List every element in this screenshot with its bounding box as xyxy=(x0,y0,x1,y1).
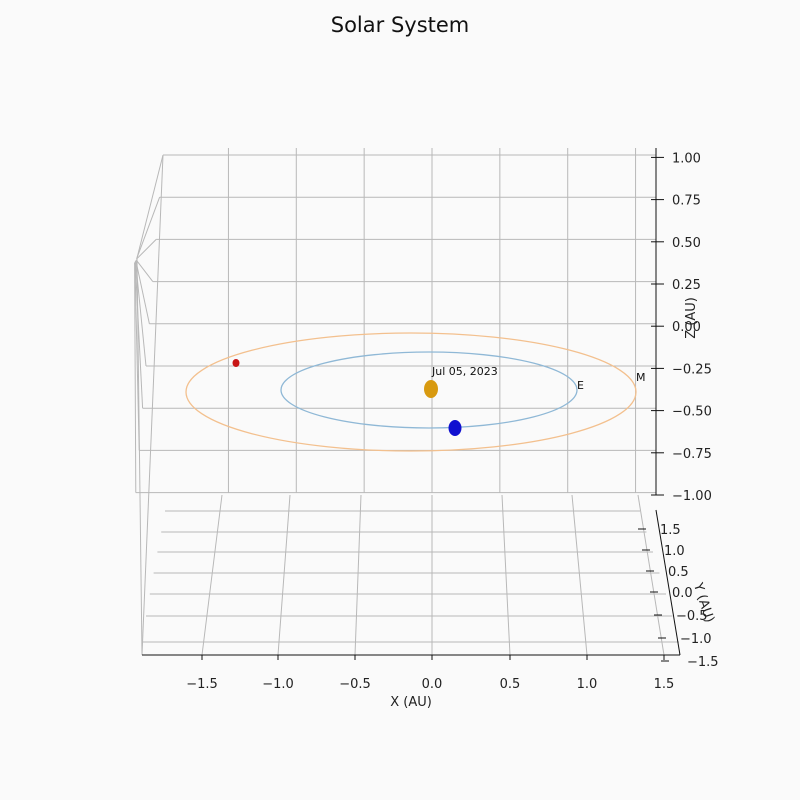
y-tick-label: 1.0 xyxy=(664,544,685,559)
orbit-1 xyxy=(280,351,578,429)
body-marker xyxy=(424,380,438,398)
grid-line xyxy=(134,262,137,493)
grid-line xyxy=(134,262,140,451)
body-label: M xyxy=(636,371,646,384)
grid-line xyxy=(136,197,161,259)
orbit-paths xyxy=(185,332,637,452)
grid-line xyxy=(501,494,511,656)
y-ticks: −1.5 −1.0 −0.5 0.0 0.5 1.0 1.5 xyxy=(638,523,719,670)
y-axis-line xyxy=(655,509,681,656)
body-marker xyxy=(232,359,240,367)
grid-line xyxy=(354,494,362,656)
z-tick-label: −0.25 xyxy=(672,362,712,377)
x-tick-label: 0.5 xyxy=(500,677,521,692)
z-tick-label: 1.00 xyxy=(672,151,701,166)
z-tick-label: 0.75 xyxy=(672,194,701,209)
grid-line xyxy=(135,259,154,282)
z-tick-label: 0.50 xyxy=(672,236,701,251)
grid-line xyxy=(134,261,144,409)
body-label: E xyxy=(577,379,584,392)
grid-line xyxy=(277,494,291,656)
orbit-2 xyxy=(185,332,637,452)
y-tick-label: 0.5 xyxy=(668,565,689,580)
grid-line xyxy=(136,257,143,656)
grid-line xyxy=(571,494,588,656)
date-label: Jul 05, 2023 xyxy=(431,365,498,378)
grid-lines xyxy=(134,148,679,656)
z-tick-label: −0.50 xyxy=(672,405,712,420)
x-ticks: −1.5 −1.0 −0.5 0.0 0.5 1.0 1.5 xyxy=(186,655,674,692)
grid-line xyxy=(136,154,164,259)
y-tick-label: −1.0 xyxy=(680,632,712,647)
x-tick-label: −0.5 xyxy=(339,677,371,692)
x-tick-label: 0.0 xyxy=(422,677,443,692)
body-marker xyxy=(448,420,462,436)
x-tick-label: −1.0 xyxy=(262,677,294,692)
grid-line xyxy=(136,239,157,260)
y-tick-label: −1.5 xyxy=(687,655,719,670)
z-tick-label: 0.00 xyxy=(672,320,701,335)
z-tick-label: −1.00 xyxy=(672,489,712,504)
chart-title: Solar System xyxy=(331,13,470,37)
grid-line xyxy=(201,494,223,656)
z-tick-label: −0.75 xyxy=(672,447,712,462)
bodies xyxy=(232,359,462,436)
x-tick-label: 1.5 xyxy=(654,677,675,692)
y-tick-label: 0.0 xyxy=(672,586,693,601)
x-tick-label: 1.0 xyxy=(577,677,598,692)
grid-line xyxy=(637,494,665,656)
x-tick-label: −1.5 xyxy=(186,677,218,692)
grid-line xyxy=(135,260,150,324)
x-axis-label: X (AU) xyxy=(390,695,432,710)
grid-line xyxy=(141,154,164,656)
z-tick-label: 0.25 xyxy=(672,278,701,293)
z-axis-label: Z (AU) xyxy=(684,297,699,339)
y-tick-label: −0.5 xyxy=(676,609,708,624)
y-tick-label: 1.5 xyxy=(660,523,681,538)
body-labels: EM xyxy=(577,371,646,392)
z-ticks: −1.00 −0.75 −0.50 −0.25 0.00 0.25 0.50 0.75 1.00 xyxy=(651,151,712,504)
